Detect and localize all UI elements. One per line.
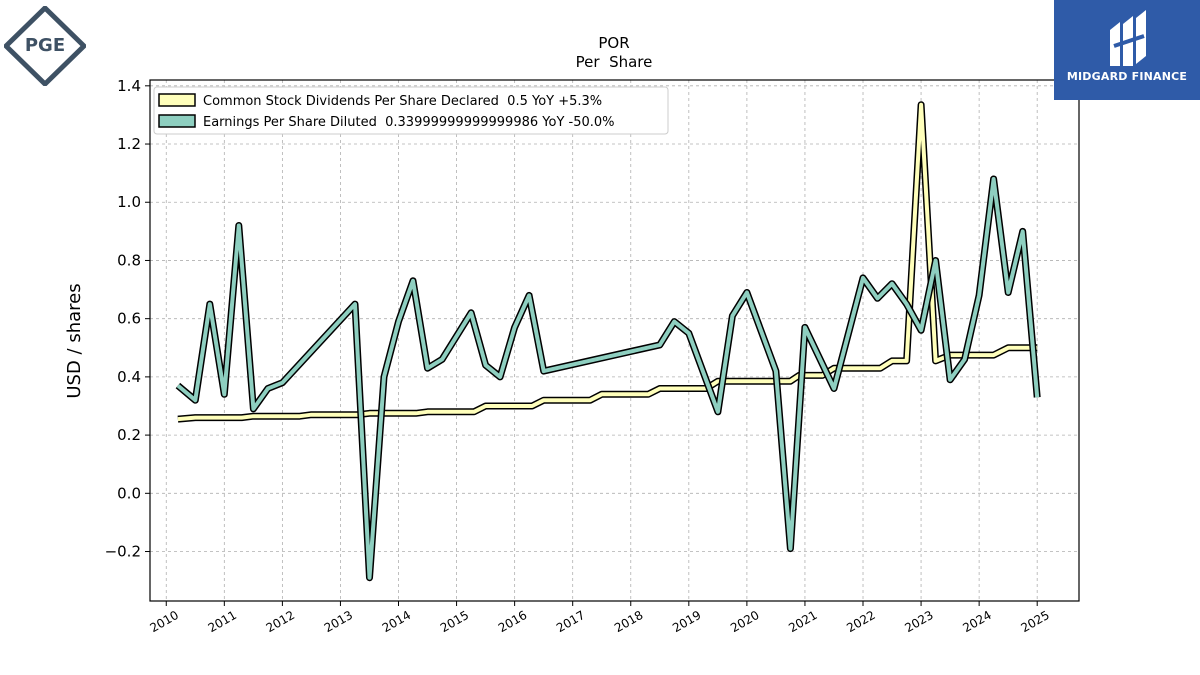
series-lines (175, 101, 1041, 582)
legend-box (153, 86, 669, 135)
x-tick-label: 2022 (844, 608, 877, 635)
legend-swatch-dividends (158, 93, 196, 107)
x-tick-label: 2020 (728, 608, 761, 635)
company-logo: PGE (2, 4, 88, 88)
y-tick-label: −0.2 (105, 543, 141, 561)
series-line-0 (177, 102, 1038, 422)
y-tick-label: 1.2 (117, 135, 141, 153)
x-tick-label: 2014 (380, 608, 413, 635)
y-tick-label: 0.2 (117, 426, 141, 444)
series-outline-0 (177, 101, 1038, 423)
series-line-1 (176, 177, 1040, 580)
x-tick-label: 2023 (902, 608, 935, 635)
x-tick-label: 2010 (148, 608, 181, 635)
brand-mark-icon (1110, 10, 1146, 66)
x-tick-label: 2016 (496, 608, 529, 635)
legend: Common Stock Dividends Per Share Declare… (153, 86, 669, 135)
x-tick-label: 2018 (612, 608, 645, 635)
legend-label-dividends: Common Stock Dividends Per Share Declare… (203, 94, 602, 109)
brand-logo-text: MIDGARD FINANCE (1066, 70, 1188, 83)
plot-frame (149, 79, 1080, 602)
diamond-logo-icon (2, 4, 88, 88)
x-tick-label: 2024 (960, 608, 993, 635)
x-tick-label: 2019 (670, 608, 703, 635)
y-tick-label: 1.4 (117, 77, 141, 95)
x-tick-label: 2013 (322, 608, 355, 635)
x-tick-label: 2021 (786, 608, 819, 635)
y-tick-label: 0.0 (117, 484, 141, 502)
y-tick-label: 0.8 (117, 251, 141, 269)
x-tick-label: 2025 (1018, 608, 1051, 635)
legend-label-eps: Earnings Per Share Diluted 0.33999999999… (203, 115, 615, 130)
x-tick-label: 2017 (554, 608, 587, 635)
chart-subtitle: Per Share (576, 53, 653, 71)
y-tick-label: 0.6 (117, 310, 141, 328)
grid-lines (150, 80, 1079, 601)
brand-logo: MIDGARD FINANCE (1054, 0, 1200, 100)
x-tick-label: 2011 (206, 608, 239, 635)
y-axis-label: USD / shares (64, 283, 85, 398)
chart-title: POR (598, 34, 629, 52)
company-logo-text: PGE (24, 35, 66, 56)
legend-swatch-eps (158, 114, 196, 128)
series-outline-1 (175, 175, 1041, 582)
x-tick-label: 2012 (264, 608, 297, 635)
y-tick-label: 1.0 (117, 193, 141, 211)
y-tick-label: 0.4 (117, 368, 141, 386)
x-tick-label: 2015 (438, 608, 471, 635)
